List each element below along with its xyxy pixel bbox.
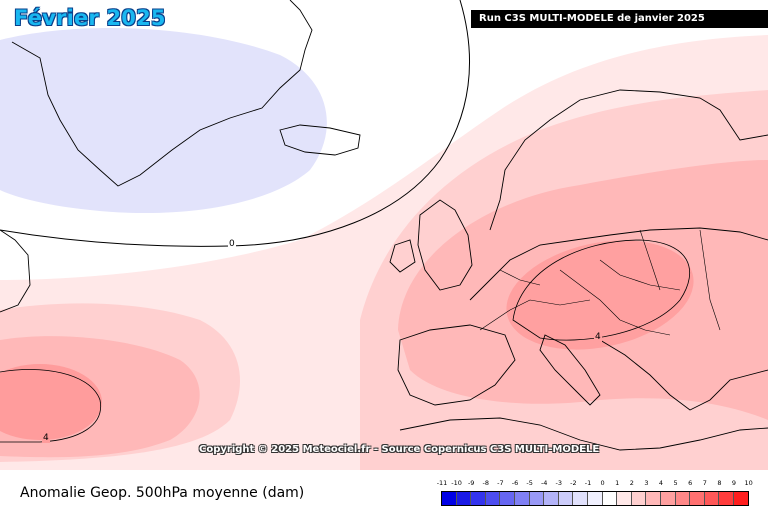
british-isles-coast [389,199,473,291]
scale-tick-label: -7 [497,479,504,487]
scale-tick-label: 6 [688,479,693,487]
iberia-coast [397,324,516,406]
country-borders [479,229,721,336]
scale-swatch [529,492,545,505]
scale-swatch [500,492,515,505]
scale-tick-label: 2 [629,479,634,487]
scale-swatch [558,492,574,505]
scale-tick-label: 1 [615,479,620,487]
scale-tick-label: -5 [526,479,533,487]
scale-swatch [573,492,588,505]
balkans-coast [599,339,768,411]
scale-swatch [442,492,457,505]
anomaly-map [0,0,768,470]
scale-swatch [514,492,530,505]
italy-coast [539,334,601,406]
scale-swatch [617,492,632,505]
scale-swatch [690,492,705,505]
scale-swatch [471,492,486,505]
greenland-coast [11,0,313,187]
scale-tick-label: 4 [658,479,664,487]
zero-contour-line [0,0,471,247]
scale-swatch [660,492,676,505]
scale-swatch [646,492,661,505]
scale-tick-label: 9 [731,479,737,487]
scale-tick-label: 0 [600,479,605,487]
scale-swatch [719,492,734,505]
contour-label-zero: 0 [228,239,236,249]
scale-tick-label: 10 [744,479,753,487]
anomaly-zone-3-4-southwest [0,364,102,440]
four-contour-line-southwest [0,369,102,443]
iceland-coast [279,124,361,156]
north-africa-coast [399,417,768,451]
contour-label-four-southwest: 4 [42,433,50,443]
contour-label-four-east: 4 [594,332,602,342]
scale-swatch [485,492,501,505]
scale-tick-label: 3 [644,479,649,487]
scale-tick-label: -8 [482,479,490,487]
anomaly-zone-negative [0,28,327,214]
scale-swatch [456,492,472,505]
map-title: Février 2025 [14,6,166,30]
color-scale-ticks: -11 -10 -9 -8 -7 -6 -5 -4 -3 -2 -1 0 1 2 3 4 5 6 7 8 9 10 [437,479,753,489]
scale-swatch [587,492,603,505]
scale-swatch [704,492,720,505]
scale-swatch [602,492,618,505]
color-scale-bar [441,491,750,506]
anomaly-zone-3-4 [506,240,694,350]
scale-tick-label: -2 [570,479,577,487]
scale-tick-label: -4 [540,479,548,487]
scale-tick-label: -11 [436,479,448,487]
scale-tick-label: -3 [555,479,563,487]
copyright-text: Copyright © 2025 Meteociel.fr - Source C… [199,444,600,455]
scale-swatch [675,492,691,505]
map-svg [0,0,768,470]
scale-tick-label: -6 [511,479,519,487]
scale-tick-label: -9 [467,479,475,487]
scale-swatch [631,492,647,505]
footer: Anomalie Geop. 500hPa moyenne (dam) -11-… [0,470,768,512]
run-label: Run C3S MULTI-MODELE de janvier 2025 [471,10,768,28]
parameter-label: Anomalie Geop. 500hPa moyenne (dam) [20,485,305,501]
scale-swatch [544,492,559,505]
scale-swatch [733,492,749,505]
scale-tick-label: 7 [702,479,707,487]
baffin-coast [0,229,31,313]
scale-tick-label: 8 [717,479,722,487]
scale-tick-label: -1 [584,479,592,487]
scandinavia-coast [489,89,768,231]
scale-tick-label: 5 [673,479,678,487]
scale-tick-label: -10 [451,479,462,487]
